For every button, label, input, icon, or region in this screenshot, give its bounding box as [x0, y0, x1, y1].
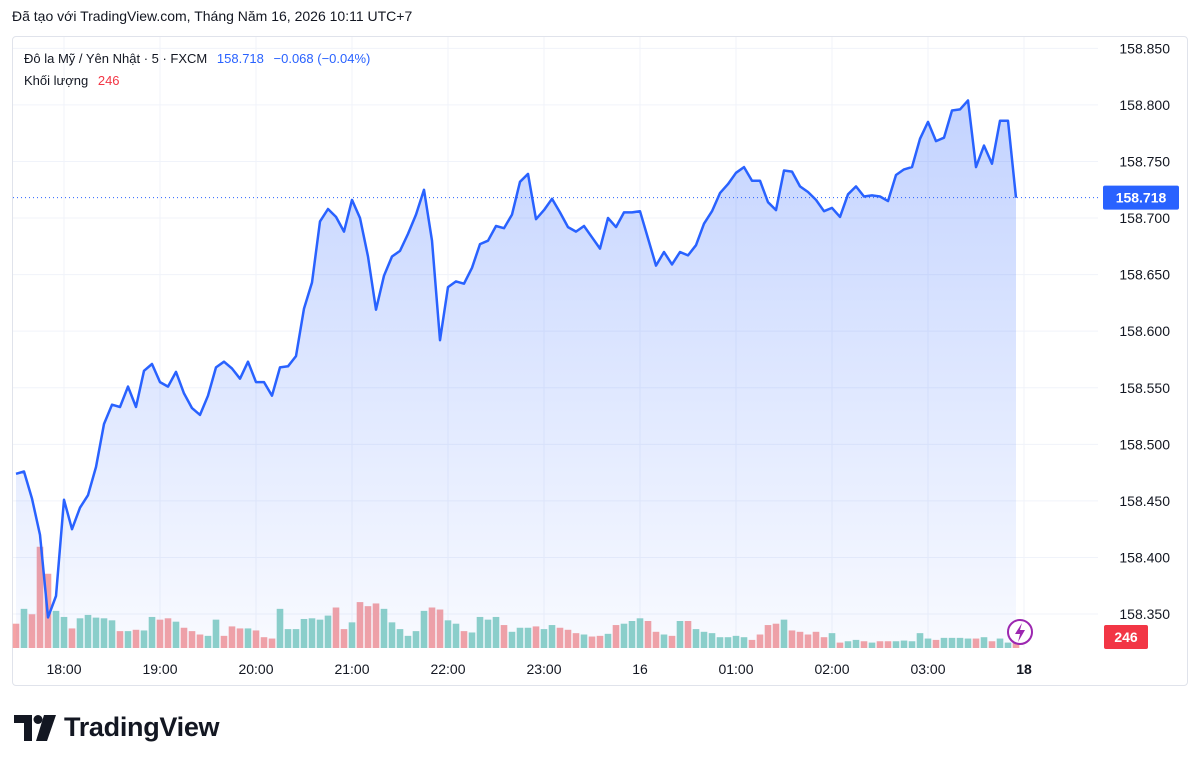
- symbol-row: Đô la Mỹ / Yên Nhật · 5 · FXCM 158.718 −…: [24, 48, 370, 70]
- price-line: [15, 99, 1018, 619]
- chart-legend: Đô la Mỹ / Yên Nhật · 5 · FXCM 158.718 −…: [24, 48, 370, 92]
- x-tick-label: 03:00: [910, 661, 945, 677]
- last-volume-label: 246: [1114, 629, 1138, 645]
- y-tick-label: 158.450: [1119, 493, 1170, 509]
- x-tick-label: 21:00: [334, 661, 369, 677]
- x-tick-label: 23:00: [526, 661, 561, 677]
- x-tick-label: 16: [632, 661, 648, 677]
- volume-label[interactable]: Khối lượng: [24, 73, 89, 88]
- x-tick-label: 22:00: [430, 661, 465, 677]
- x-tick-label: 20:00: [238, 661, 273, 677]
- y-tick-label: 158.800: [1119, 97, 1170, 113]
- y-tick-label: 158.400: [1119, 549, 1170, 565]
- y-tick-label: 158.750: [1119, 153, 1170, 169]
- y-tick-label: 158.600: [1119, 323, 1170, 339]
- last-price-label: 158.718: [1116, 190, 1167, 206]
- x-tick-label: 18: [1016, 661, 1032, 677]
- volume-row: Khối lượng 246: [24, 70, 370, 92]
- y-tick-label: 158.550: [1119, 380, 1170, 396]
- symbol-label[interactable]: Đô la Mỹ / Yên Nhật · 5 · FXCM: [24, 51, 208, 66]
- tradingview-logo-icon: [14, 714, 56, 741]
- x-tick-label: 02:00: [814, 661, 849, 677]
- y-tick-label: 158.850: [1119, 40, 1170, 56]
- y-tick-label: 158.350: [1119, 606, 1170, 622]
- chart-caption: Đã tạo với TradingView.com, Tháng Năm 16…: [12, 8, 413, 24]
- x-tick-label: 18:00: [46, 661, 81, 677]
- chart-frame[interactable]: [12, 36, 1188, 686]
- lightning-icon[interactable]: [1007, 619, 1033, 645]
- volume-value: 246: [97, 73, 120, 88]
- tradingview-wordmark: TradingView: [64, 712, 220, 742]
- last-price-badge: 158.718: [1103, 185, 1179, 210]
- y-tick-label: 158.650: [1119, 267, 1170, 283]
- y-tick-label: 158.700: [1119, 210, 1170, 226]
- x-tick-label: 01:00: [718, 661, 753, 677]
- x-tick-label: 19:00: [142, 661, 177, 677]
- price-value: 158.718: [216, 51, 264, 66]
- y-axis: 158.850 158.800 158.750 158.700 158.650 158.6…: [1119, 40, 1170, 622]
- x-axis: 18:00 19:00 20:00 21:00 22:00 23:00 16 01:00 02:…: [46, 661, 1032, 677]
- tradingview-logo[interactable]: TradingView: [14, 712, 220, 743]
- last-volume-badge: 246: [1104, 625, 1148, 649]
- y-tick-label: 158.500: [1119, 436, 1170, 452]
- price-change: −0.068 (−0.04%): [273, 51, 371, 66]
- price-area: [16, 100, 1016, 648]
